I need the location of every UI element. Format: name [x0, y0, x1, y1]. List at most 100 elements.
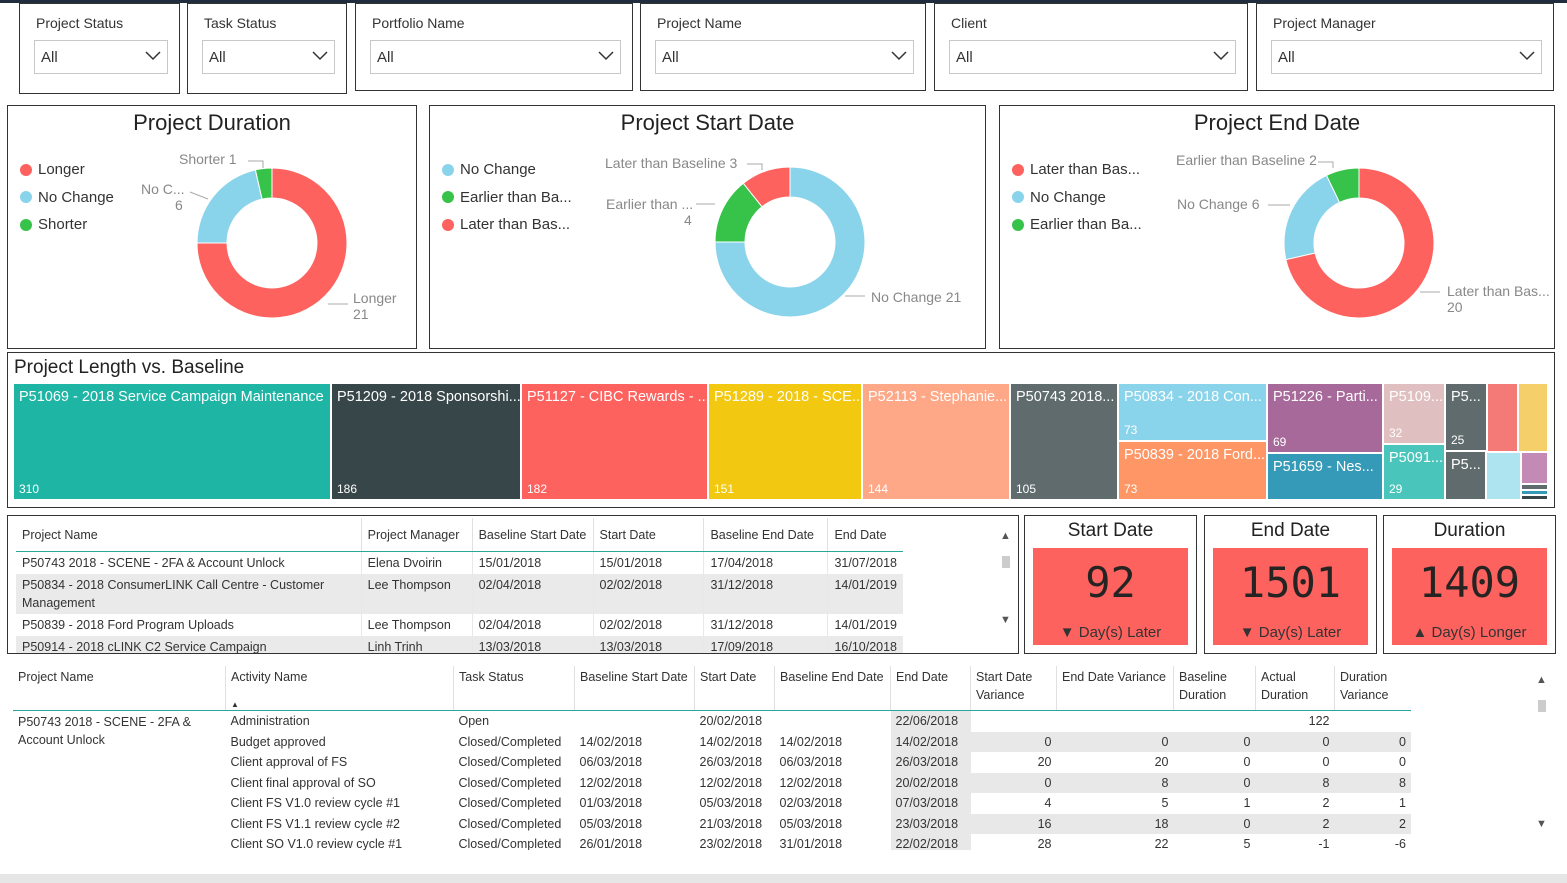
cell: P50914 - 2018 cLINK C2 Service Campaign — [16, 636, 362, 653]
col-duration-variance[interactable]: Duration Variance — [1334, 666, 1411, 711]
treemap-tile[interactable]: P50834 - 2018 Con... 73 — [1119, 384, 1268, 442]
treemap-tile[interactable]: P51127 - CIBC Rewards - ... 182 — [522, 384, 709, 501]
table-row[interactable]: P50743 2018 - SCENE - 2FA & Account Unlo… — [16, 551, 903, 574]
scroll-thumb[interactable] — [1538, 700, 1546, 712]
donut-svg[interactable] — [430, 106, 985, 348]
slicer-client: Client All — [934, 3, 1248, 91]
activity-scrollbar[interactable]: ▲ ▼ — [1536, 674, 1548, 834]
donut-slice[interactable] — [196, 167, 348, 319]
kpi-card[interactable]: 1501 ▼ Day(s) Later — [1213, 548, 1368, 645]
col-start-date[interactable]: Start Date — [592, 518, 704, 552]
kpi-card[interactable]: 92 ▼ Day(s) Later — [1033, 548, 1188, 645]
col-task-status[interactable]: Task Status — [453, 666, 575, 711]
scroll-up-icon[interactable]: ▲ — [1000, 530, 1011, 542]
cell: 0 — [970, 731, 1057, 752]
col-start-date-variance[interactable]: Start Date Variance — [970, 666, 1057, 711]
col-baseline-duration[interactable]: Baseline Duration — [1173, 666, 1256, 711]
treemap-tile[interactable]: P5... — [1446, 452, 1487, 501]
treemap-tile[interactable] — [1522, 453, 1549, 485]
tile-label: P5091... — [1389, 450, 1444, 466]
treemap-tile[interactable]: P5... 25 — [1446, 384, 1488, 452]
col-project-name[interactable]: Project Name — [13, 666, 226, 711]
scroll-thumb[interactable] — [1002, 556, 1010, 568]
table-row[interactable]: Client FS V1.0 review cycle #1 Closed/Co… — [13, 793, 1411, 814]
task-status-dropdown[interactable]: All — [202, 40, 335, 74]
col-end-date-variance[interactable]: End Date Variance — [1056, 666, 1174, 711]
col-project-manager[interactable]: Project Manager — [360, 518, 473, 552]
legend-item[interactable]: Longer — [20, 156, 114, 184]
treemap-tile[interactable] — [1522, 485, 1549, 491]
table-row[interactable]: Budget approved Closed/Completed 14/02/2… — [13, 731, 1411, 752]
col-baseline-end-date[interactable]: Baseline End Date — [703, 518, 828, 552]
table-row[interactable]: Client SO V1.0 review cycle #1 Closed/Co… — [13, 834, 1411, 850]
donut-slice[interactable] — [714, 166, 866, 318]
cell: 14/02/2018 — [890, 731, 971, 752]
table-row[interactable]: Client final approval of SO Closed/Compl… — [13, 772, 1411, 793]
chart-legend: Later than Bas... No Change Earlier than… — [1012, 156, 1142, 239]
donut-svg[interactable] — [8, 106, 416, 348]
col-project-name[interactable]: Project Name — [16, 518, 362, 552]
scroll-up-icon[interactable]: ▲ — [1536, 674, 1547, 686]
legend-item[interactable]: No Change — [20, 184, 114, 212]
legend-item[interactable]: No Change — [442, 156, 572, 184]
treemap-tile[interactable] — [1488, 384, 1519, 453]
treemap-tile[interactable]: P51069 - 2018 Service Campaign Maintenan… — [14, 384, 332, 501]
project-name-dropdown[interactable]: All — [655, 40, 914, 74]
table-row[interactable]: P50839 - 2018 Ford Program Uploads Lee T… — [16, 614, 903, 636]
table-row[interactable]: P50834 - 2018 ConsumerLINK Call Centre -… — [16, 574, 903, 614]
legend-item[interactable]: Later than Bas... — [442, 211, 572, 239]
table-scrollbar[interactable]: ▲ ▼ — [1000, 530, 1012, 630]
project-manager-dropdown[interactable]: All — [1271, 40, 1542, 74]
legend-item[interactable]: Shorter — [20, 211, 114, 239]
legend-item[interactable]: No Change — [1012, 184, 1142, 212]
treemap-tile[interactable]: P51209 - 2018 Sponsorshi... 186 — [332, 384, 522, 501]
treemap-tile[interactable] — [1487, 453, 1522, 501]
cell: 1 — [1243, 796, 1251, 811]
treemap-tile[interactable]: P51659 - Nes... — [1268, 454, 1384, 501]
donut-slice[interactable] — [1283, 174, 1341, 261]
cell: 13/03/2018 — [471, 636, 594, 653]
treemap-tile[interactable] — [1522, 491, 1549, 496]
treemap-tile[interactable]: P5109... 32 — [1384, 384, 1446, 445]
kpi-card[interactable]: 1409 ▲ Day(s) Longer — [1392, 548, 1547, 645]
treemap-tile[interactable]: P51289 - 2018 - SCE... 151 — [709, 384, 863, 501]
donut-slice[interactable] — [714, 182, 763, 243]
col-activity-name[interactable]: Activity Name — [225, 666, 454, 711]
cell: 31/01/2018 — [779, 837, 843, 850]
col-baseline-start-date[interactable]: Baseline Start Date — [574, 666, 695, 711]
col-baseline-start-date[interactable]: Baseline Start Date — [471, 518, 594, 552]
donut-slice[interactable] — [1285, 167, 1435, 319]
scroll-down-icon[interactable]: ▼ — [1536, 818, 1547, 830]
donut-slice[interactable] — [196, 169, 263, 244]
cell: 23/03/2018 — [890, 813, 971, 834]
treemap-tile[interactable]: P51226 - Parti... 69 — [1268, 384, 1384, 454]
project-duration-chart: Project Duration Longer No Change Shorte… — [7, 105, 417, 349]
table-row[interactable]: P50743 2018 - SCENE - 2FA & Account Unlo… — [13, 710, 1411, 747]
treemap-tile[interactable]: P50743 2018... 105 — [1011, 384, 1119, 501]
cell: 02/02/2018 — [592, 614, 704, 636]
table-row[interactable]: Client approval of FS Closed/Completed 0… — [13, 752, 1411, 773]
table-row[interactable]: Client FS V1.1 review cycle #2 Closed/Co… — [13, 813, 1411, 834]
treemap-tile[interactable] — [1522, 496, 1549, 501]
sort-ascending-icon[interactable]: ▲ — [231, 700, 239, 709]
col-baseline-end-date[interactable]: Baseline End Date — [774, 666, 891, 711]
project-status-dropdown[interactable]: All — [34, 40, 168, 74]
project-table-panel: Project Name Project Manager Baseline St… — [7, 515, 1019, 654]
client-dropdown[interactable]: All — [949, 40, 1236, 74]
table-row[interactable]: P50914 - 2018 cLINK C2 Service Campaign … — [16, 636, 903, 653]
legend-item[interactable]: Later than Bas... — [1012, 156, 1142, 184]
treemap-tile[interactable]: P5091... 29 — [1384, 445, 1446, 501]
donut-svg[interactable] — [1000, 106, 1554, 348]
scroll-down-icon[interactable]: ▼ — [1000, 614, 1011, 626]
portfolio-name-dropdown[interactable]: All — [370, 40, 621, 74]
col-end-date[interactable]: End Date — [827, 518, 903, 552]
legend-item[interactable]: Earlier than Ba... — [442, 184, 572, 212]
col-end-date[interactable]: End Date — [890, 666, 971, 711]
treemap-tile[interactable] — [1519, 384, 1549, 453]
treemap-tile[interactable]: P52113 - Stephanie... 144 — [863, 384, 1011, 501]
legend-item[interactable]: Earlier than Ba... — [1012, 211, 1142, 239]
col-start-date[interactable]: Start Date — [694, 666, 775, 711]
treemap-tile[interactable]: P50839 - 2018 Ford... 73 — [1119, 442, 1268, 501]
col-actual-duration[interactable]: Actual Duration — [1255, 666, 1335, 711]
cell: 12/02/2018 — [779, 775, 843, 790]
